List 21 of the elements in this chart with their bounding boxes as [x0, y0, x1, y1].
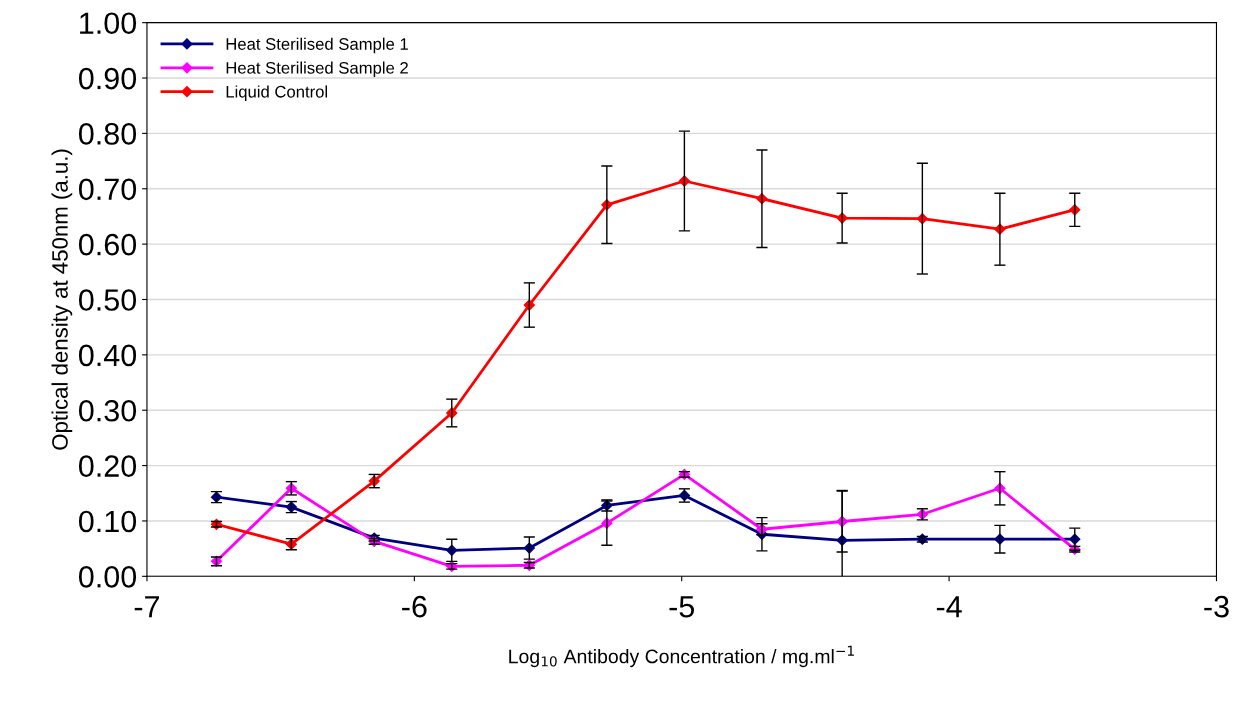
y-tick-label: 0.10 — [78, 510, 137, 533]
y-tick-label: 0.60 — [78, 233, 137, 256]
x-tick-label: -5 — [669, 596, 695, 618]
y-tick-label: 0.30 — [78, 399, 137, 422]
y-tick-label: 0.50 — [78, 289, 137, 311]
y-tick-label: 0.70 — [78, 178, 137, 201]
legend-label: Liquid Control — [226, 85, 328, 101]
y-tick-label: 1.00 — [80, 12, 137, 35]
y-tick-label: 0.40 — [78, 344, 137, 367]
legend-label: Heat Sterilised Sample 2 — [226, 61, 408, 78]
y-axis-title: Optical density at 450nm (a.u.) — [51, 149, 73, 450]
x-tick-label: -4 — [936, 596, 962, 618]
x-tick-label: -3 — [1204, 595, 1229, 618]
x-tick-label: -7 — [134, 596, 160, 618]
x-tick-label: -6 — [402, 595, 427, 618]
y-tick-label: 0.20 — [78, 455, 137, 477]
x-axis-title: Log$_{10}$ Antibody Concentration / mg.ml$^{−1}$ — [509, 645, 854, 668]
y-tick-label: 0.90 — [78, 67, 137, 90]
y-tick-label: 0.00 — [78, 566, 137, 588]
y-tick-label: 0.80 — [78, 123, 137, 145]
legend-label: Heat Sterilised Sample 1 — [226, 37, 408, 54]
